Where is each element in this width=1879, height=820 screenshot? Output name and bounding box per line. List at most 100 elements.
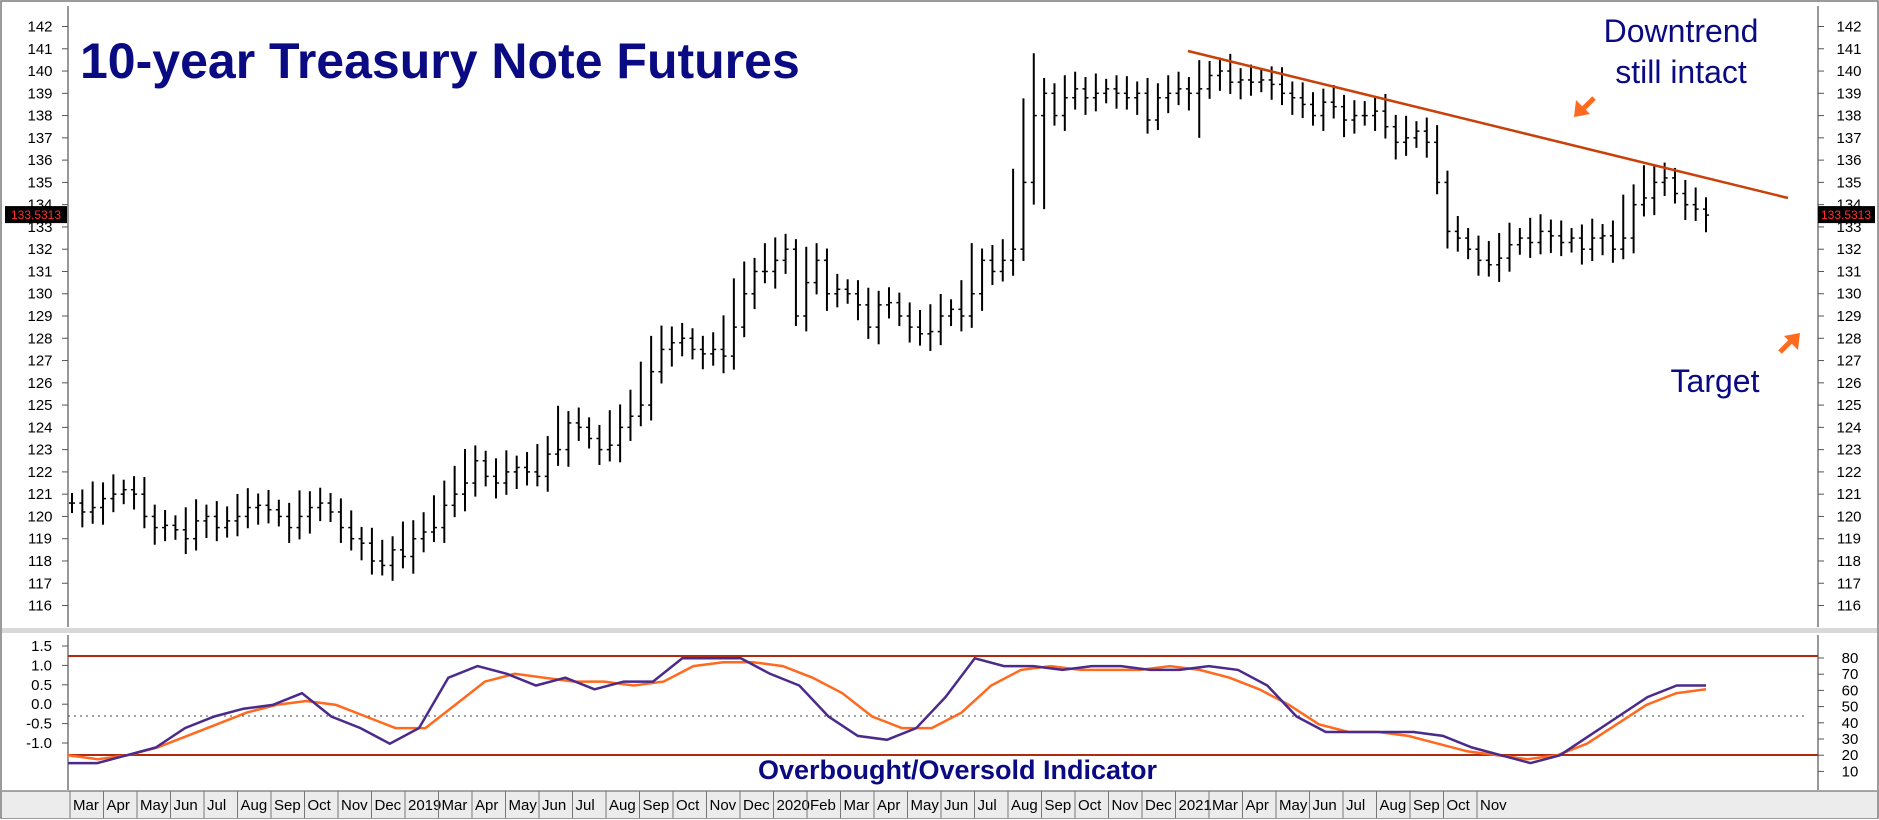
ohlc-bar bbox=[896, 292, 903, 327]
indicator-right-tick: 40 bbox=[1842, 715, 1859, 732]
month-label: Dec bbox=[743, 797, 770, 814]
ohlc-bar bbox=[1351, 100, 1358, 134]
y-tick-label-right: 139 bbox=[1836, 85, 1861, 102]
y-tick-label: 122 bbox=[27, 464, 52, 481]
y-tick-label: 136 bbox=[27, 152, 52, 169]
ohlc-bar bbox=[224, 506, 231, 538]
ohlc-bar bbox=[399, 521, 406, 569]
month-label: Oct bbox=[1447, 797, 1471, 814]
indicator-right-tick: 60 bbox=[1842, 682, 1859, 699]
y-tick-label: 133 bbox=[27, 219, 52, 236]
y-tick-label: 139 bbox=[27, 85, 52, 102]
month-label: Aug bbox=[241, 797, 268, 814]
y-tick-label: 126 bbox=[27, 375, 52, 392]
ohlc-bar bbox=[1341, 94, 1348, 138]
panel-separator bbox=[2, 628, 1877, 633]
y-tick-label-right: 135 bbox=[1836, 174, 1861, 191]
month-label: Jul bbox=[978, 797, 997, 814]
indicator-left-tick: 0.5 bbox=[31, 677, 52, 694]
ohlc-bar bbox=[1051, 83, 1058, 126]
month-label: Aug bbox=[1011, 797, 1038, 814]
indicator-right-tick: 10 bbox=[1842, 763, 1859, 780]
y-tick-label-right: 133 bbox=[1836, 219, 1861, 236]
ohlc-bar bbox=[1061, 75, 1068, 131]
ohlc-bar bbox=[606, 410, 613, 462]
ohlc-bar bbox=[565, 411, 572, 467]
ohlc-bar bbox=[503, 450, 510, 495]
y-tick-label-right: 119 bbox=[1837, 531, 1861, 548]
ohlc-bar bbox=[544, 436, 551, 492]
ohlc-bar bbox=[141, 477, 148, 529]
ohlc-bar bbox=[751, 257, 758, 310]
svg-text:133.5313: 133.5313 bbox=[11, 208, 61, 222]
month-label: Nov bbox=[1112, 797, 1139, 814]
indicator-left-tick: 0.0 bbox=[31, 696, 52, 713]
ohlc-bars bbox=[69, 53, 1709, 581]
month-label: Apr bbox=[475, 797, 498, 814]
indicator-right-tick: 80 bbox=[1842, 650, 1859, 667]
indicator-left-tick: -1.0 bbox=[26, 735, 52, 752]
ohlc-bar bbox=[1041, 77, 1048, 210]
ohlc-bar bbox=[1134, 81, 1141, 115]
ohlc-bar bbox=[658, 325, 665, 384]
y-tick-label: 116 bbox=[28, 598, 52, 615]
indicator-series-orange bbox=[67, 660, 1707, 761]
ohlc-bar bbox=[927, 304, 934, 351]
month-label: Jul bbox=[1346, 797, 1365, 814]
ohlc-bar bbox=[1671, 167, 1678, 204]
ohlc-bar bbox=[1092, 73, 1099, 112]
ohlc-bar bbox=[461, 448, 468, 512]
y-tick-label: 128 bbox=[27, 330, 52, 347]
month-label: Jun bbox=[1313, 797, 1337, 814]
ohlc-bar bbox=[358, 526, 365, 561]
left-price-tag: 133.5313 bbox=[5, 206, 67, 224]
ohlc-bar bbox=[948, 299, 955, 327]
month-label: Jun bbox=[944, 797, 968, 814]
ohlc-bar bbox=[1030, 53, 1037, 205]
ohlc-bar bbox=[172, 515, 179, 540]
ohlc-bar bbox=[968, 243, 975, 328]
chart-title: 10-year Treasury Note Futures bbox=[80, 33, 800, 89]
month-label: Aug bbox=[609, 797, 636, 814]
y-tick-label-right: 140 bbox=[1836, 63, 1861, 80]
ohlc-bar bbox=[244, 488, 251, 529]
ohlc-bar bbox=[430, 495, 437, 543]
ohlc-bar bbox=[79, 489, 86, 528]
right-y-ticks: 116 117 118 119 120 121 122 123 124 125 126 127 128 1… bbox=[1818, 19, 1862, 615]
svg-text:133.5313: 133.5313 bbox=[1821, 208, 1871, 222]
y-tick-label: 132 bbox=[27, 241, 52, 258]
ohlc-bar bbox=[844, 279, 851, 304]
ohlc-bar bbox=[668, 326, 675, 367]
y-tick-label: 125 bbox=[27, 397, 52, 414]
ohlc-bar bbox=[730, 278, 737, 370]
ohlc-bar bbox=[679, 322, 686, 357]
month-label: Oct bbox=[1078, 797, 1102, 814]
ohlc-bar bbox=[1651, 166, 1658, 216]
indicator-label: Overbought/Oversold Indicator bbox=[758, 755, 1158, 785]
ohlc-bar bbox=[1485, 240, 1492, 277]
month-label: Sep bbox=[1045, 797, 1072, 814]
left-y-ticks: 116 117 118 119 120 121 122 123 124 125 126 127 128 1… bbox=[27, 19, 68, 615]
y-tick-label: 135 bbox=[27, 174, 52, 191]
month-label: Nov bbox=[710, 797, 737, 814]
ohlc-bar bbox=[1330, 85, 1337, 119]
ohlc-bar bbox=[1444, 170, 1451, 249]
ohlc-bar bbox=[834, 273, 841, 308]
indicator-right-tick: 20 bbox=[1842, 747, 1859, 764]
month-axis: Mar Apr May Jun Jul Aug Sep Oct Nov Dec 2019 Mar Apr… bbox=[69, 791, 1507, 818]
month-label: Aug bbox=[1380, 797, 1407, 814]
indicator-right-tick: 70 bbox=[1842, 666, 1859, 683]
ohlc-bar bbox=[451, 465, 458, 518]
month-label: Sep bbox=[1413, 797, 1440, 814]
month-label: Sep bbox=[643, 797, 670, 814]
ohlc-bar bbox=[1578, 224, 1585, 265]
annotation-still-intact: still intact bbox=[1615, 54, 1747, 90]
ohlc-bar bbox=[1609, 220, 1616, 263]
ohlc-bar bbox=[648, 335, 655, 421]
ohlc-bar bbox=[1258, 69, 1265, 93]
y-tick-label-right: 129 bbox=[1836, 308, 1861, 325]
ohlc-bar bbox=[410, 520, 417, 574]
y-tick-label: 129 bbox=[27, 308, 52, 325]
ohlc-bar bbox=[1703, 197, 1709, 233]
annotation-target: Target bbox=[1671, 363, 1760, 399]
